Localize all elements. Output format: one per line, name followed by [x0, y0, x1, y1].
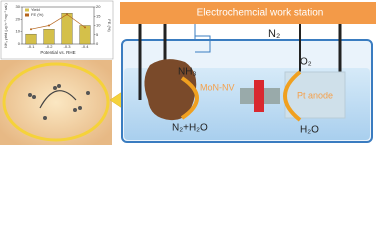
zoom-view	[0, 60, 112, 145]
y2-axis-label: FE (%)	[107, 19, 112, 32]
anode-product: O₂	[300, 57, 312, 68]
y2-tick-label: 10	[96, 23, 101, 28]
y2-tick-label: 15	[96, 13, 101, 18]
y-tick-label: 30	[16, 4, 21, 9]
line-point	[30, 28, 32, 31]
legend-label: FE (%)	[31, 12, 44, 17]
y2-tick-label: 20	[96, 4, 101, 9]
legend-swatch	[25, 8, 29, 12]
cathode	[144, 59, 197, 121]
legend-label: Yield	[31, 7, 40, 12]
station-label: Electrochemcial work station	[197, 8, 324, 19]
gas-in-label: N₂	[268, 28, 280, 40]
y-axis-label: NH₃ yield (μg h⁻¹ mg⁻¹ cat.)	[4, 3, 8, 47]
molecules	[28, 84, 90, 120]
x-tick-label: -0.2	[46, 44, 54, 49]
line-point	[66, 13, 68, 16]
bar	[61, 13, 73, 45]
x-axis-label: Potential vs. RHE	[40, 50, 75, 55]
work-station	[120, 2, 376, 24]
cathode-feed: N₂+H₂O	[172, 123, 208, 134]
membrane	[254, 80, 264, 112]
y-tick-label: 10	[16, 29, 21, 34]
y-tick-label: 20	[16, 16, 21, 21]
legend-swatch	[25, 13, 29, 17]
anode-feed: H₂O	[300, 125, 319, 136]
x-tick-label: -0.1	[28, 44, 36, 49]
line-point	[84, 26, 86, 29]
line-point	[48, 24, 50, 27]
bar	[79, 25, 91, 45]
bar	[25, 33, 37, 45]
gas-line	[194, 24, 250, 53]
zoom-ring	[2, 62, 110, 142]
anode-label: Pt anode	[297, 90, 333, 100]
cathode-arrow	[180, 76, 199, 120]
x-tick-label: -0.3	[64, 44, 72, 49]
x-tick-label: -0.4	[82, 44, 90, 49]
cathode-product: NH₃	[178, 67, 197, 78]
line	[30, 13, 86, 30]
inset-chart-frame	[0, 0, 114, 60]
cathode-label: MoN-NV	[200, 82, 235, 92]
y-tick-label: 0	[18, 41, 21, 46]
bar	[43, 29, 55, 45]
y2-tick-label: 0	[96, 41, 99, 46]
zoom-arrow	[39, 90, 77, 109]
anode-arrow	[283, 70, 302, 122]
y2-tick-label: 5	[96, 32, 99, 37]
